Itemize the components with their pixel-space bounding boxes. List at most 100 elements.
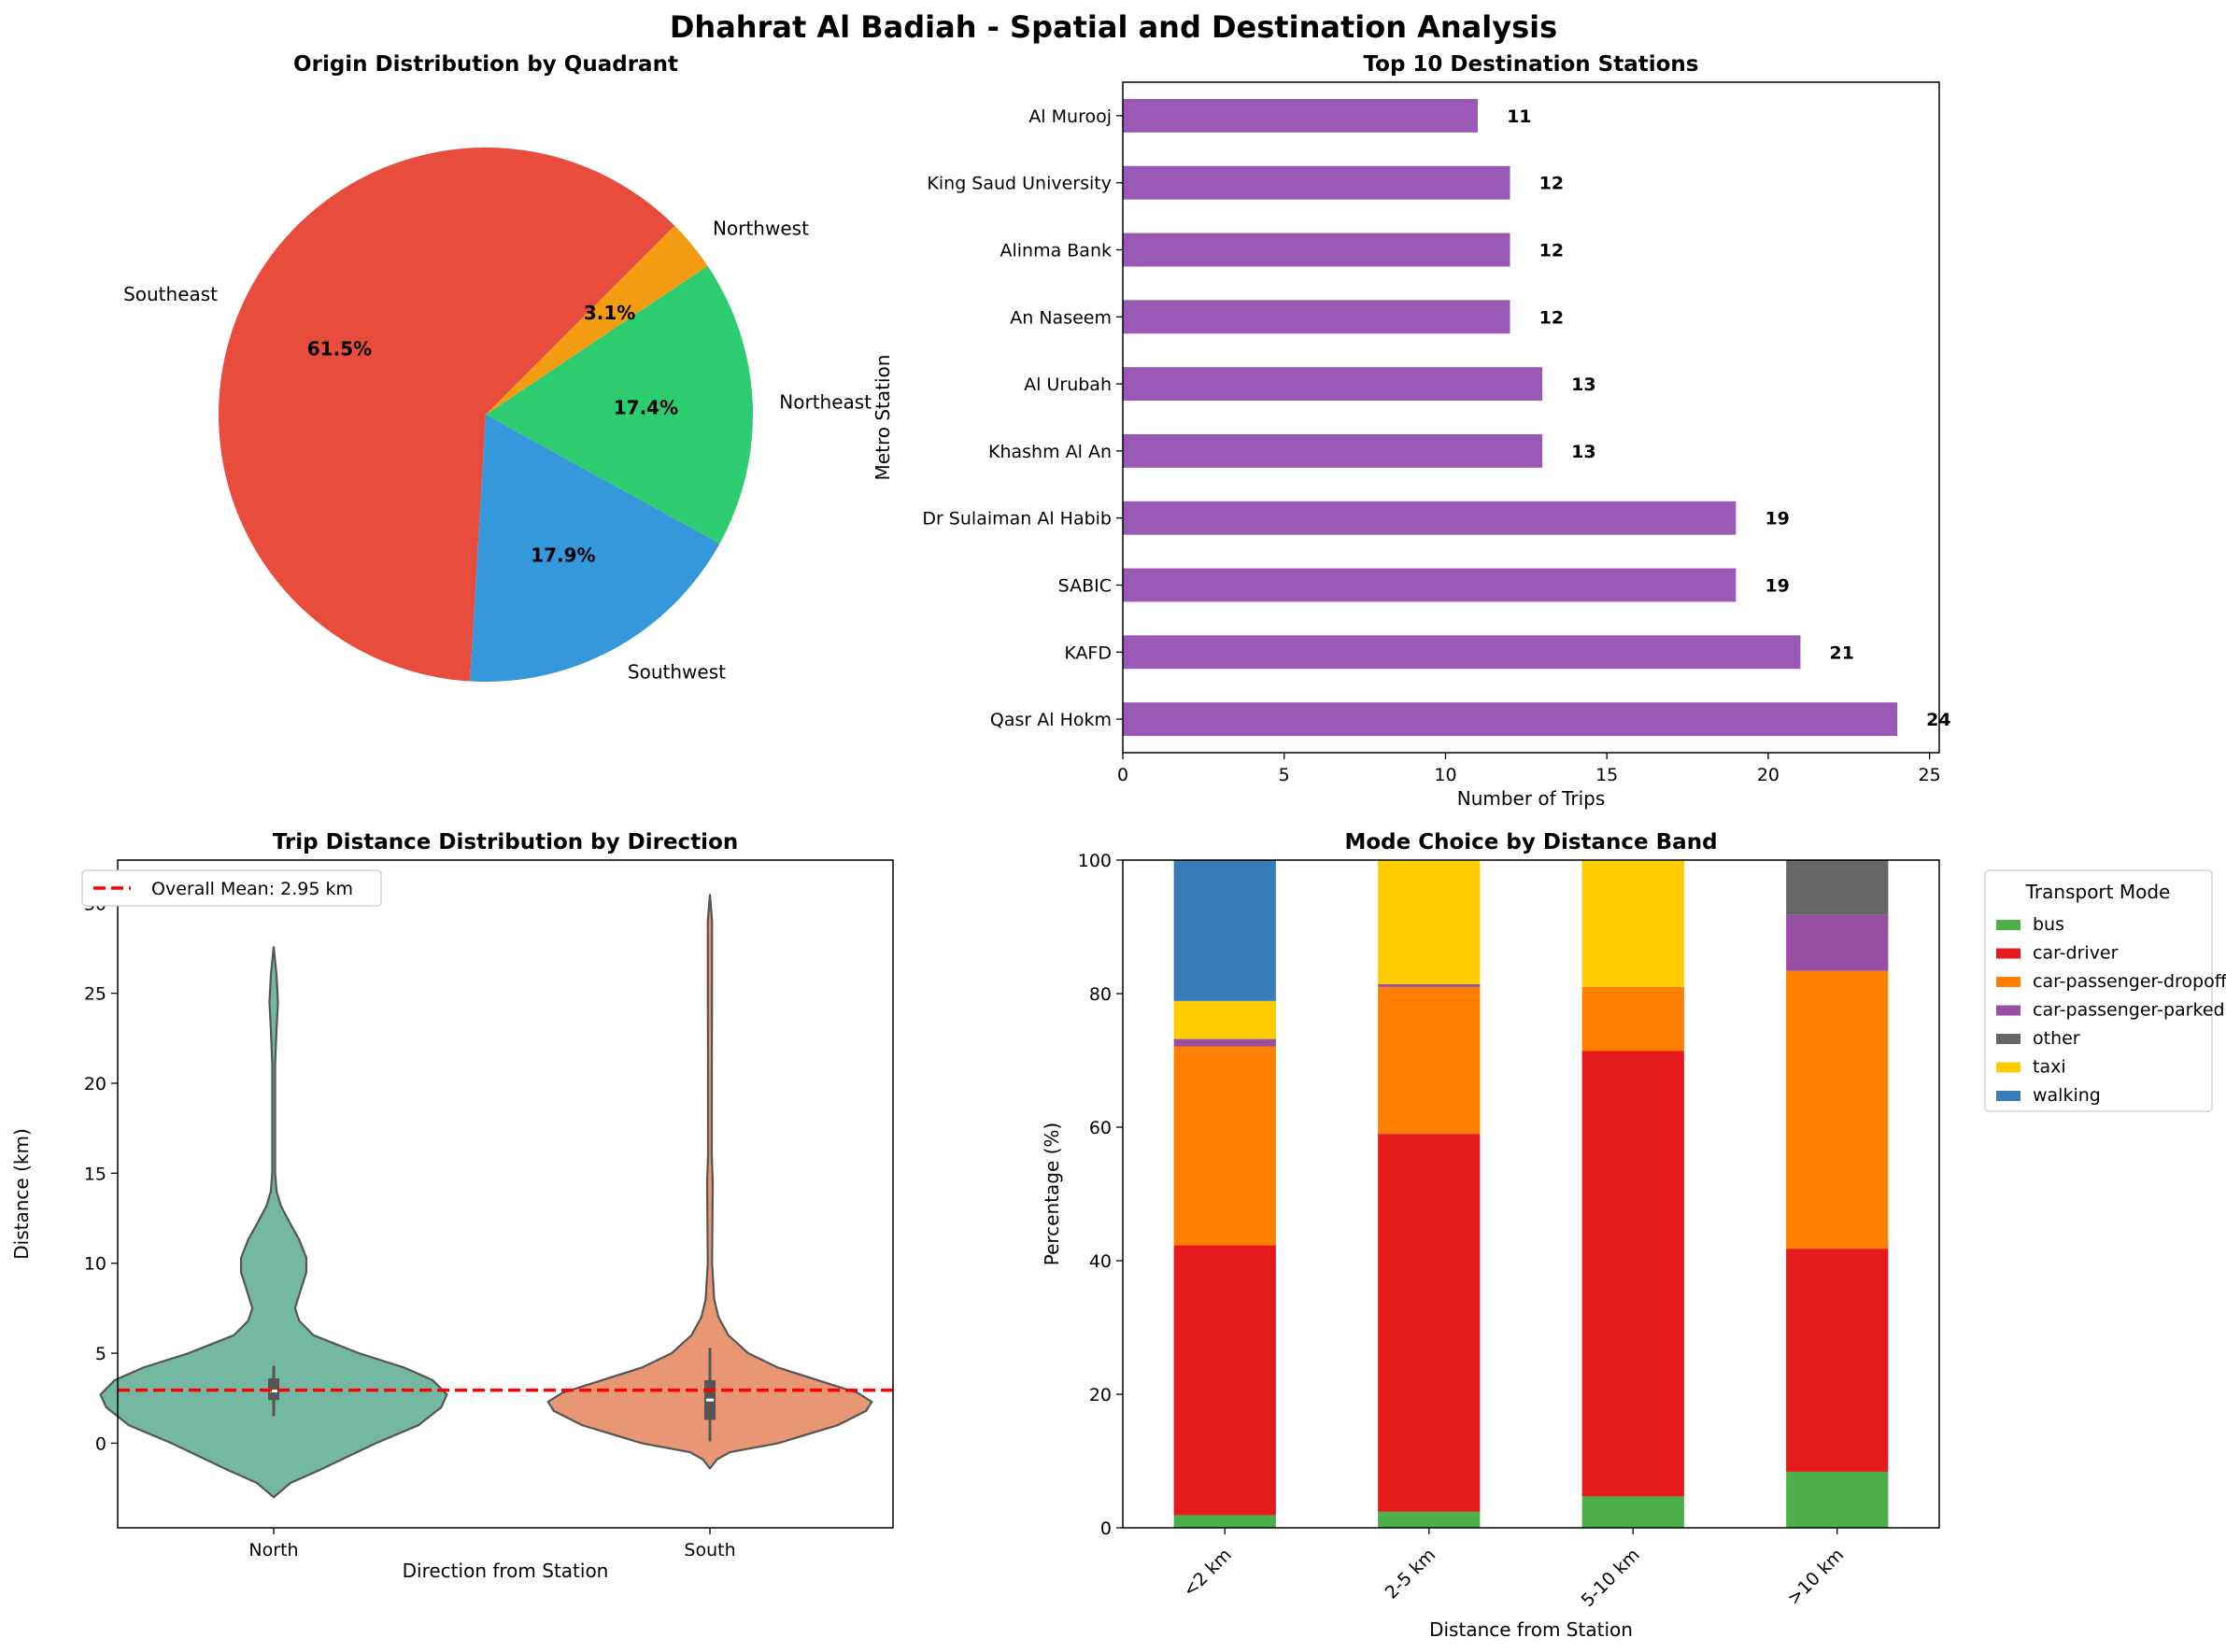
pie-pct-label: 17.4%: [614, 397, 678, 419]
pie-label: Southeast: [123, 283, 218, 305]
bar-segment-car-driver: [1581, 1051, 1684, 1497]
legend-label: taxi: [2033, 1057, 2066, 1078]
bar-segment-car-passenger-dropoff: [1378, 986, 1481, 1135]
y-tick-label: 5: [95, 1344, 106, 1364]
bar-segment-walking: [1173, 860, 1276, 1001]
legend-label: car-passenger-parked: [2033, 1000, 2225, 1021]
bar: [1123, 165, 1510, 200]
bar-segment-car-driver: [1173, 1245, 1276, 1516]
x-tick-label: South: [684, 1540, 735, 1560]
x-tick-label: <2 km: [1179, 1545, 1236, 1602]
pie-slice-northwest: [486, 225, 708, 415]
bar-value-label: 19: [1765, 576, 1789, 597]
legend-label: car-driver: [2033, 943, 2119, 964]
bar: [1123, 702, 1898, 737]
pie-chart-origin: Origin Distribution by Quadrant Southeast…: [123, 52, 872, 683]
bar: [1123, 568, 1737, 602]
y-tick-label: 40: [1089, 1251, 1112, 1272]
y-tick-label: Qasr Al Hokm: [990, 710, 1112, 730]
hbar-title: Top 10 Destination Stations: [1364, 52, 1699, 77]
bar-segment-car-passenger-dropoff: [1786, 970, 1889, 1250]
bar-segment-car-passenger-parked: [1786, 914, 1889, 971]
bar-value-label: 13: [1571, 442, 1595, 462]
x-tick-label: 10: [1434, 765, 1456, 785]
y-tick-label: 15: [84, 1164, 106, 1184]
y-tick-label: 20: [1089, 1385, 1112, 1405]
bar: [1123, 367, 1543, 402]
stacked-bar-chart-mode: Mode Choice by Distance Band <2 km 2-5 km 5…: [1041, 830, 2226, 1641]
stack-title: Mode Choice by Distance Band: [1344, 830, 1717, 854]
bar-segment-taxi: [1581, 860, 1684, 987]
y-tick-label: 100: [1078, 851, 1112, 871]
x-tick-label: 2-5 km: [1382, 1545, 1440, 1603]
y-tick-label: An Naseem: [1010, 307, 1112, 328]
pie-title: Origin Distribution by Quadrant: [293, 52, 678, 77]
bar-value-label: 11: [1507, 106, 1531, 127]
x-tick-label: 25: [1919, 765, 1941, 785]
legend-swatch: [1996, 977, 2020, 987]
legend-swatch: [1996, 1062, 2020, 1073]
legend-swatch: [1996, 1091, 2020, 1101]
legend-box: [1984, 869, 2213, 1112]
bar-segment-other: [1786, 860, 1889, 915]
bar-value-label: 12: [1539, 241, 1564, 261]
pie-pct-label: 61.5%: [307, 338, 372, 360]
x-axis-label: Distance from Station: [1429, 1618, 1633, 1641]
bar: [1123, 233, 1510, 267]
bar-value-label: 13: [1571, 374, 1595, 395]
x-axis-label: Number of Trips: [1457, 787, 1606, 810]
bar-segment-bus: [1786, 1471, 1889, 1528]
pie-pct-label: 3.1%: [584, 302, 635, 324]
bar-segment-car-passenger-parked: [1378, 983, 1481, 987]
y-tick-label: King Saud University: [927, 174, 1112, 194]
bar: [1123, 433, 1543, 468]
pie-pct-label: 17.9%: [531, 544, 595, 566]
bar-value-label: 21: [1830, 642, 1854, 663]
y-tick-label: 10: [84, 1254, 106, 1275]
bar: [1123, 501, 1737, 535]
bar-segment-taxi: [1378, 860, 1481, 984]
pie-slice-northeast: [486, 265, 753, 544]
bar-segment-bus: [1173, 1515, 1276, 1528]
axes-frame: [117, 859, 894, 1529]
violin-north: [99, 946, 448, 1499]
x-tick-label: 15: [1595, 765, 1618, 785]
y-tick-label: 80: [1089, 984, 1112, 1005]
bar-segment-car-driver: [1378, 1134, 1481, 1512]
bar-segment-car-driver: [1786, 1249, 1889, 1472]
bar: [1123, 635, 1801, 670]
legend-swatch: [1996, 920, 2020, 930]
bar-segment-bus: [1378, 1511, 1481, 1528]
bar-segment-bus: [1581, 1496, 1684, 1528]
pie-label: Southwest: [628, 660, 726, 683]
y-tick-label: Dr Sulaiman Al Habib: [922, 509, 1112, 529]
suptitle: Dhahrat Al Badiah - Spatial and Destinat…: [670, 9, 1557, 45]
pie-slice-southwest: [470, 415, 720, 682]
legend-box: [81, 869, 382, 907]
legend-label: Overall Mean: 2.95 km: [151, 879, 353, 899]
y-tick-label: Alinma Bank: [1000, 241, 1112, 261]
pie-label: Northwest: [713, 217, 809, 239]
y-axis-label: Distance (km): [10, 1128, 33, 1259]
axes-frame: [1122, 859, 1940, 1529]
y-tick-label: Al Murooj: [1028, 106, 1112, 127]
violin-chart-distance: Trip Distance Distribution by Direction N…: [10, 830, 894, 1582]
legend-label: bus: [2033, 914, 2064, 935]
bar-segment-car-passenger-parked: [1173, 1038, 1276, 1047]
violin-title: Trip Distance Distribution by Direction: [273, 830, 739, 854]
pie-slice-southeast: [218, 148, 675, 682]
legend-label: walking: [2033, 1085, 2101, 1106]
bar-segment-car-passenger-dropoff: [1581, 986, 1684, 1052]
y-tick-label: Al Urubah: [1024, 374, 1112, 395]
bar-segment-taxi: [1173, 1000, 1276, 1039]
x-tick-label: 5: [1279, 765, 1290, 785]
y-tick-label: 60: [1089, 1118, 1112, 1138]
y-tick-label: 0: [95, 1433, 106, 1454]
y-tick-label: Khashm Al An: [988, 442, 1112, 462]
x-tick-label: 0: [1117, 765, 1128, 785]
legend-label: other: [2033, 1028, 2080, 1049]
y-tick-label: SABIC: [1058, 576, 1112, 597]
legend-swatch: [1996, 948, 2020, 959]
x-axis-label: Direction from Station: [403, 1560, 609, 1582]
bar-value-label: 19: [1765, 509, 1789, 529]
